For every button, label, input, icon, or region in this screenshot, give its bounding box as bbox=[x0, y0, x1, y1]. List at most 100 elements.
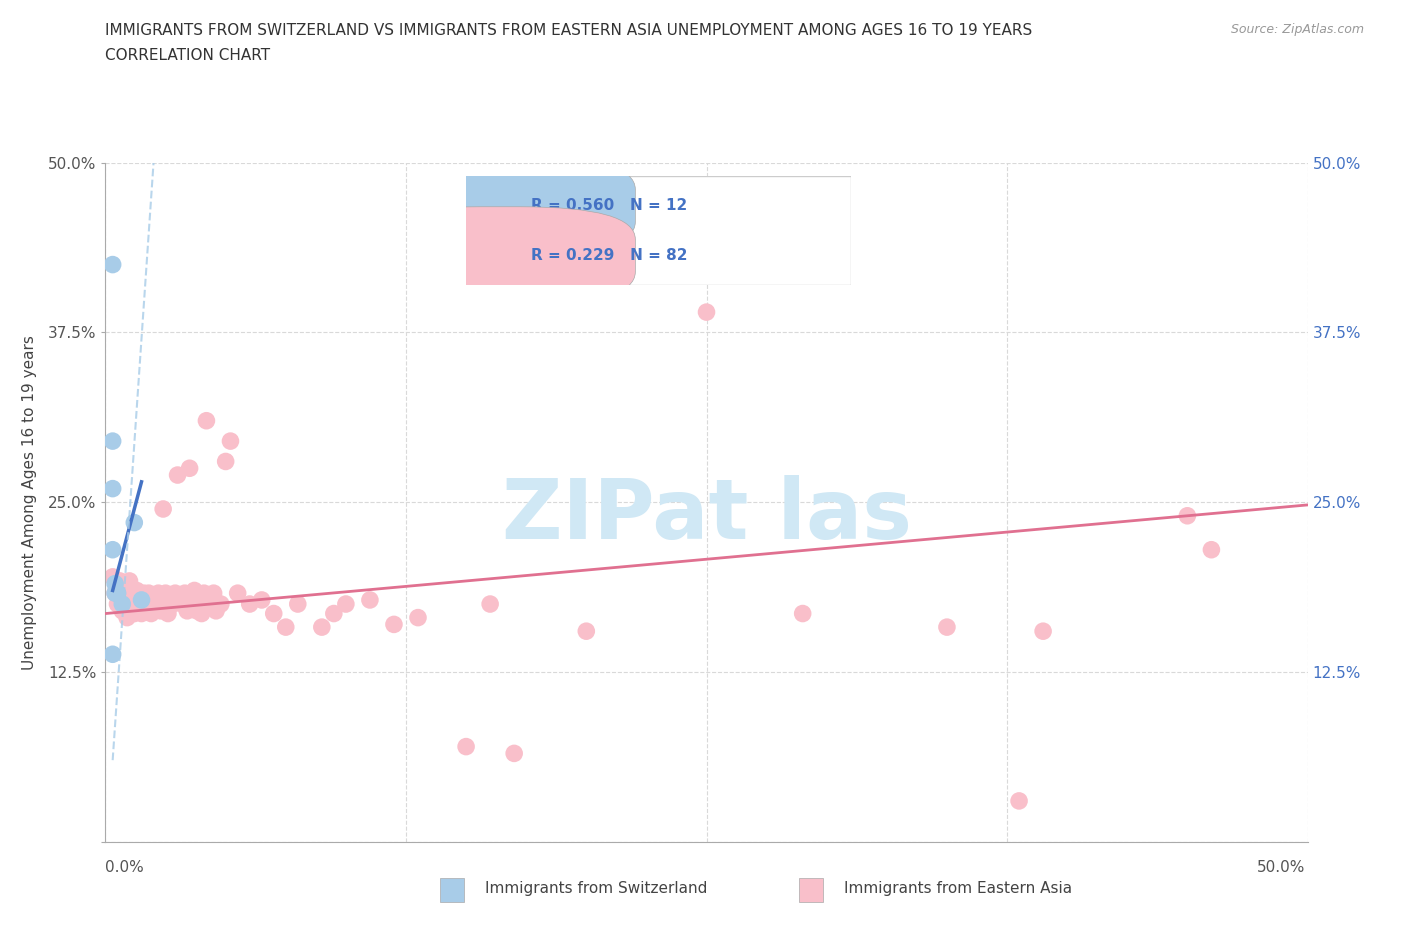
Point bbox=[165, 586, 187, 601]
Point bbox=[131, 592, 153, 607]
Point bbox=[139, 606, 162, 621]
Point bbox=[190, 606, 212, 621]
Point bbox=[503, 746, 526, 761]
Text: ZIPat las: ZIPat las bbox=[502, 475, 911, 556]
Text: CORRELATION CHART: CORRELATION CHART bbox=[105, 48, 270, 63]
Text: IMMIGRANTS FROM SWITZERLAND VS IMMIGRANTS FROM EASTERN ASIA UNEMPLOYMENT AMONG A: IMMIGRANTS FROM SWITZERLAND VS IMMIGRANT… bbox=[105, 23, 1032, 38]
Point bbox=[181, 592, 204, 607]
Text: 50.0%: 50.0% bbox=[1257, 860, 1305, 875]
Point bbox=[173, 586, 195, 601]
Point bbox=[193, 586, 215, 601]
Point bbox=[172, 597, 194, 612]
Point bbox=[575, 624, 598, 639]
Point bbox=[936, 619, 959, 634]
Point bbox=[696, 305, 718, 320]
Point bbox=[1201, 542, 1223, 557]
Point bbox=[125, 597, 148, 612]
Point bbox=[214, 454, 236, 469]
Point bbox=[1032, 624, 1054, 639]
Point bbox=[1008, 793, 1031, 808]
Point bbox=[118, 592, 141, 607]
Point bbox=[209, 597, 232, 612]
Point bbox=[101, 258, 124, 272]
Point bbox=[107, 586, 129, 601]
Point bbox=[179, 461, 201, 476]
Point bbox=[287, 597, 309, 612]
Point bbox=[335, 597, 357, 612]
Point bbox=[108, 574, 131, 589]
Point bbox=[108, 586, 131, 601]
Point bbox=[101, 542, 124, 557]
Point bbox=[176, 604, 198, 618]
Point bbox=[322, 606, 344, 621]
Point bbox=[121, 586, 143, 601]
Point bbox=[239, 597, 262, 612]
Point bbox=[145, 592, 167, 607]
Point bbox=[101, 481, 124, 496]
Point bbox=[155, 586, 177, 601]
Point bbox=[121, 599, 143, 614]
Point bbox=[131, 606, 153, 621]
Point bbox=[166, 468, 188, 483]
Point bbox=[124, 606, 146, 621]
Point bbox=[152, 597, 174, 612]
Point bbox=[124, 592, 146, 607]
Point bbox=[263, 606, 285, 621]
Point bbox=[274, 619, 297, 634]
Point bbox=[107, 586, 129, 601]
Point bbox=[149, 604, 172, 618]
Point bbox=[454, 739, 477, 754]
Point bbox=[142, 597, 165, 612]
Text: Immigrants from Switzerland: Immigrants from Switzerland bbox=[485, 881, 707, 896]
Point bbox=[1175, 509, 1198, 524]
Point bbox=[101, 647, 124, 662]
Point bbox=[186, 604, 208, 618]
Y-axis label: Unemployment Among Ages 16 to 19 years: Unemployment Among Ages 16 to 19 years bbox=[22, 335, 37, 670]
Text: Source: ZipAtlas.com: Source: ZipAtlas.com bbox=[1230, 23, 1364, 36]
Point bbox=[200, 597, 222, 612]
Point bbox=[169, 592, 191, 607]
Point bbox=[792, 606, 814, 621]
Point bbox=[132, 586, 155, 601]
Point bbox=[135, 604, 157, 618]
Point bbox=[128, 599, 150, 614]
Point bbox=[118, 574, 141, 589]
Point bbox=[138, 586, 160, 601]
Point bbox=[250, 592, 273, 607]
Point bbox=[183, 583, 205, 598]
Point bbox=[128, 590, 150, 604]
Point bbox=[114, 597, 136, 612]
Text: Immigrants from Eastern Asia: Immigrants from Eastern Asia bbox=[844, 881, 1071, 896]
Point bbox=[311, 619, 333, 634]
Point bbox=[162, 597, 184, 612]
Point bbox=[131, 592, 153, 607]
Point bbox=[198, 592, 221, 607]
Point bbox=[107, 597, 129, 612]
Point bbox=[104, 586, 127, 601]
Point bbox=[138, 597, 160, 612]
Point bbox=[104, 586, 127, 601]
Point bbox=[188, 597, 211, 612]
Point bbox=[382, 617, 405, 631]
Point bbox=[111, 597, 134, 612]
Point bbox=[156, 606, 179, 621]
Point bbox=[115, 586, 138, 601]
Point bbox=[101, 569, 124, 584]
Point bbox=[152, 501, 174, 516]
Point bbox=[479, 597, 502, 612]
Point bbox=[647, 264, 669, 279]
Point bbox=[148, 586, 170, 601]
Point bbox=[226, 586, 249, 601]
Point bbox=[406, 610, 429, 625]
Point bbox=[111, 583, 134, 598]
Point bbox=[101, 433, 124, 448]
Text: 0.0%: 0.0% bbox=[105, 860, 145, 875]
Point bbox=[205, 604, 228, 618]
Point bbox=[115, 610, 138, 625]
Point bbox=[125, 583, 148, 598]
Point bbox=[195, 413, 218, 428]
Point bbox=[159, 592, 181, 607]
Point bbox=[124, 515, 146, 530]
Point bbox=[111, 604, 134, 618]
Point bbox=[359, 592, 381, 607]
